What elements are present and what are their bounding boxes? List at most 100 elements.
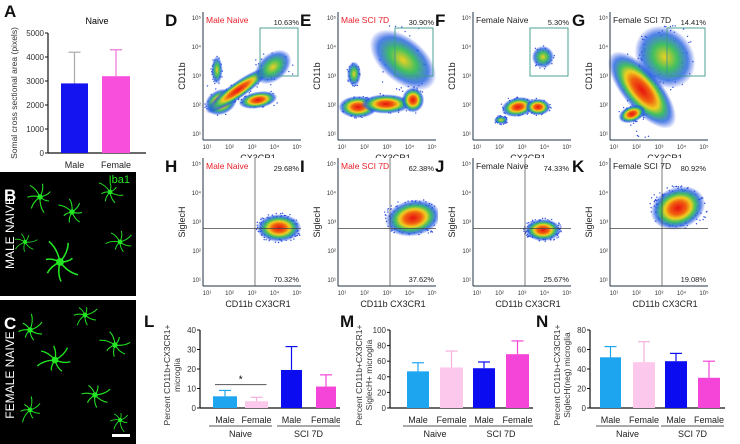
- y-tick-label: 10¹: [462, 278, 471, 284]
- y-tick-label: 10²: [192, 103, 201, 109]
- panel-letter: F: [435, 11, 445, 30]
- bar: [61, 83, 88, 153]
- y-tick-label: 10¹: [327, 132, 336, 138]
- y-tick-label: 10⁴: [462, 44, 472, 51]
- x-tick-label: 10¹: [473, 145, 482, 151]
- y-tick-label: 10³: [327, 74, 336, 80]
- micrograph-female-naive: FEMALE NAIVE: [0, 300, 136, 444]
- x-tick-label: 10³: [518, 145, 527, 151]
- y-tick-label: 30: [187, 346, 196, 355]
- y-tick-label: 10²: [327, 103, 336, 109]
- bar: [440, 367, 463, 408]
- x-tick-label: 10²: [360, 291, 369, 297]
- category-label: Female: [502, 415, 532, 425]
- event-dot: [699, 220, 700, 221]
- bar: [698, 378, 720, 408]
- y-tick-label: 20: [187, 365, 196, 374]
- event-dot: [397, 201, 398, 202]
- panel-letter: G: [572, 11, 585, 30]
- micrograph-male-naive: Iba1 MALE NAIVE: [0, 172, 136, 296]
- bar: [473, 368, 495, 408]
- event-dot: [645, 136, 646, 137]
- event-dot: [382, 81, 383, 82]
- y-tick-label: 10¹: [327, 278, 336, 284]
- y-tick-label: 10²: [599, 249, 608, 255]
- x-tick-label: 10³: [383, 291, 392, 297]
- y-tick-label: 10²: [327, 249, 336, 255]
- y-tick-label: 10³: [192, 220, 201, 226]
- y-tick-label: 3000: [26, 77, 44, 86]
- y-tick-label: 10³: [462, 74, 471, 80]
- panel-letter: J: [435, 157, 444, 176]
- event-dot: [696, 223, 697, 224]
- event-dot: [225, 114, 226, 115]
- density-cluster: [257, 214, 302, 242]
- event-dot: [651, 197, 652, 198]
- group-label: Naive: [229, 429, 252, 439]
- y-tick-label: 80: [577, 326, 586, 335]
- event-dot: [667, 187, 668, 188]
- x-tick-label: 10⁵: [699, 144, 709, 151]
- event-dot: [703, 216, 704, 217]
- y-tick-label: 10⁴: [192, 44, 202, 51]
- cell-process: [115, 242, 120, 249]
- event-dot: [399, 89, 400, 90]
- y-tick-label: 0: [582, 404, 587, 413]
- event-dot: [415, 112, 416, 113]
- event-dot: [648, 136, 649, 137]
- event-dot: [257, 222, 258, 223]
- event-dot: [409, 35, 410, 36]
- event-dot: [263, 53, 264, 54]
- event-dot: [278, 242, 279, 243]
- x-tick-label: 10⁴: [677, 144, 687, 151]
- bar-chart-m: 020406080100Percent CD11b+CX3CR1+ SiglecH…: [340, 310, 540, 444]
- gate-percent: 5.30%: [548, 18, 570, 27]
- category-label: Male: [65, 160, 85, 168]
- y-axis-label: microglia: [172, 358, 182, 392]
- event-dot: [288, 71, 289, 72]
- x-axis-label: CD11b CX3CR1: [225, 299, 290, 309]
- x-tick-label: 10³: [248, 145, 257, 151]
- event-dot: [558, 236, 559, 237]
- density-cluster: [347, 61, 361, 86]
- event-dot: [275, 213, 276, 214]
- x-tick-label: 10⁴: [540, 144, 550, 151]
- event-dot: [544, 68, 545, 69]
- y-tick-label: 10⁵: [599, 15, 609, 22]
- upper-quadrant-percent: 29.68%: [274, 164, 300, 173]
- event-dot: [705, 217, 706, 218]
- y-tick-label: 10³: [327, 220, 336, 226]
- event-dot: [292, 73, 293, 74]
- cell-process: [24, 404, 30, 410]
- x-tick-label: 10¹: [203, 145, 212, 151]
- x-tick-label: 10⁵: [699, 290, 709, 297]
- event-dot: [649, 203, 650, 204]
- group-label: SCI 7D: [678, 429, 708, 439]
- x-tick-label: 10¹: [610, 145, 619, 151]
- bar: [281, 370, 302, 408]
- x-tick-label: 10³: [383, 145, 392, 151]
- event-dot: [670, 26, 671, 27]
- y-tick-label: 10: [187, 385, 196, 394]
- y-tick-label: 5000: [26, 29, 44, 38]
- y-tick-label: 10⁵: [192, 161, 202, 168]
- x-tick-label: 10³: [655, 145, 664, 151]
- event-dot: [276, 102, 277, 103]
- event-dot: [268, 214, 269, 215]
- panel-letter: E: [300, 11, 311, 30]
- lower-quadrant-percent: 19.08%: [681, 275, 707, 284]
- event-dot: [526, 223, 527, 224]
- event-dot: [633, 123, 634, 124]
- event-dot: [637, 135, 638, 136]
- y-tick-label: 10¹: [192, 278, 201, 284]
- event-dot: [672, 185, 673, 186]
- x-tick-label: 10²: [495, 145, 504, 151]
- x-tick-label: 10⁴: [270, 290, 280, 297]
- group-label: SCI 7D: [486, 429, 516, 439]
- y-tick-label: 100: [373, 326, 387, 335]
- x-tick-label: 10⁴: [540, 290, 550, 297]
- category-label: Female: [241, 415, 271, 425]
- y-axis-label: SiglecH(neg) microglia: [562, 332, 572, 418]
- event-dot: [292, 64, 293, 65]
- event-dot: [558, 222, 559, 223]
